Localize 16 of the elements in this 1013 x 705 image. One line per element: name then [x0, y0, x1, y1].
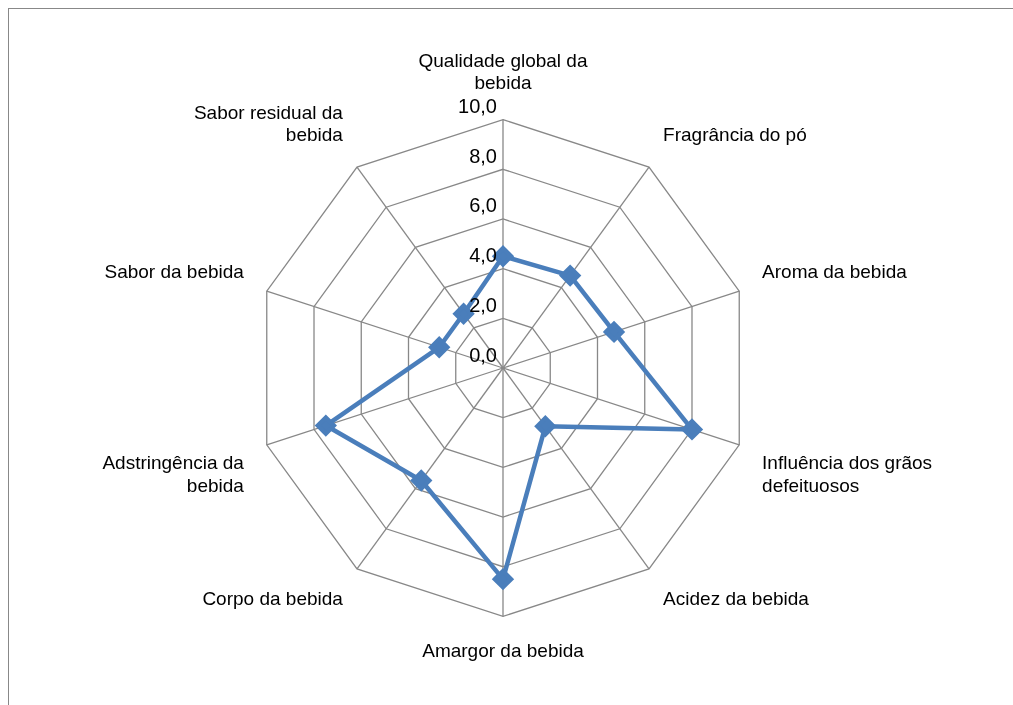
- y-tick-label: 2,0: [469, 293, 497, 316]
- spoke-label: Adstringência da bebida: [102, 451, 245, 496]
- spoke-label: Fragrância do pó: [663, 124, 807, 146]
- spoke-label: Acidez da bebida: [663, 588, 810, 610]
- y-tick-label: 0,0: [469, 343, 497, 366]
- spoke-label: Sabor da bebida: [104, 260, 245, 282]
- spoke-label: Influência dos grãos defeituosos: [762, 451, 933, 496]
- y-tick-label: 10,0: [458, 95, 497, 118]
- spoke-label: Aroma da bebida: [762, 260, 908, 282]
- y-tick-label: 4,0: [469, 244, 497, 267]
- spoke-label: Qualidade global da bebida: [418, 49, 588, 94]
- spoke-label: Sabor residual da bebida: [193, 101, 344, 146]
- spoke-label: Corpo da bebida: [202, 588, 344, 610]
- spoke-label: Amargor da bebida: [422, 640, 585, 662]
- y-tick-label: 6,0: [469, 194, 497, 217]
- y-tick-label: 8,0: [469, 144, 497, 167]
